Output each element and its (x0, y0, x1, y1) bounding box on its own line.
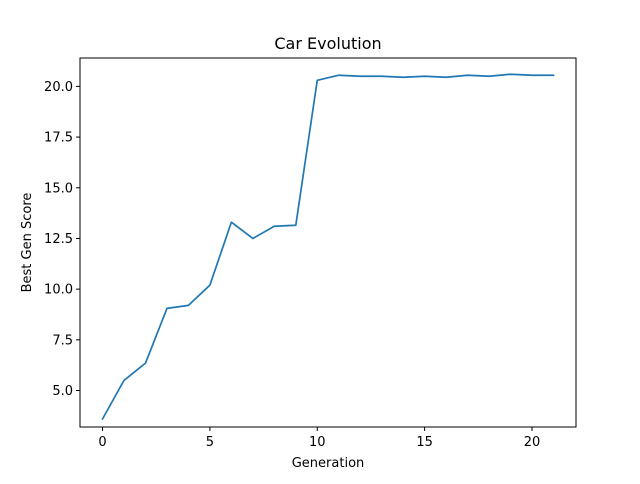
y-tick-label: 12.5 (44, 232, 73, 247)
x-tick-label: 5 (206, 435, 214, 450)
y-tick-label: 5.0 (52, 384, 73, 399)
y-tick-label: 10.0 (44, 283, 73, 298)
y-tick-label: 15.0 (44, 181, 73, 196)
x-tick-label: 20 (524, 435, 541, 450)
y-axis-label: Best Gen Score (20, 193, 35, 293)
y-tick-label: 17.5 (44, 131, 73, 146)
axes-frame (79, 57, 577, 428)
x-tick-label: 10 (309, 435, 326, 450)
y-tick-label: 20.0 (44, 80, 73, 95)
x-axis-label: Generation (292, 456, 365, 471)
plot-area (101, 73, 555, 421)
y-axis-ticks: 5.0 7.5 10.0 12.5 15.0 17.5 20.0 (44, 80, 80, 399)
series-line (101, 73, 555, 421)
chart-title: Car Evolution (274, 34, 381, 53)
x-tick-label: 15 (416, 435, 433, 450)
x-tick-label: 0 (98, 435, 106, 450)
x-axis-ticks: 0 5 10 15 20 (98, 427, 540, 450)
y-tick-label: 7.5 (52, 333, 73, 348)
